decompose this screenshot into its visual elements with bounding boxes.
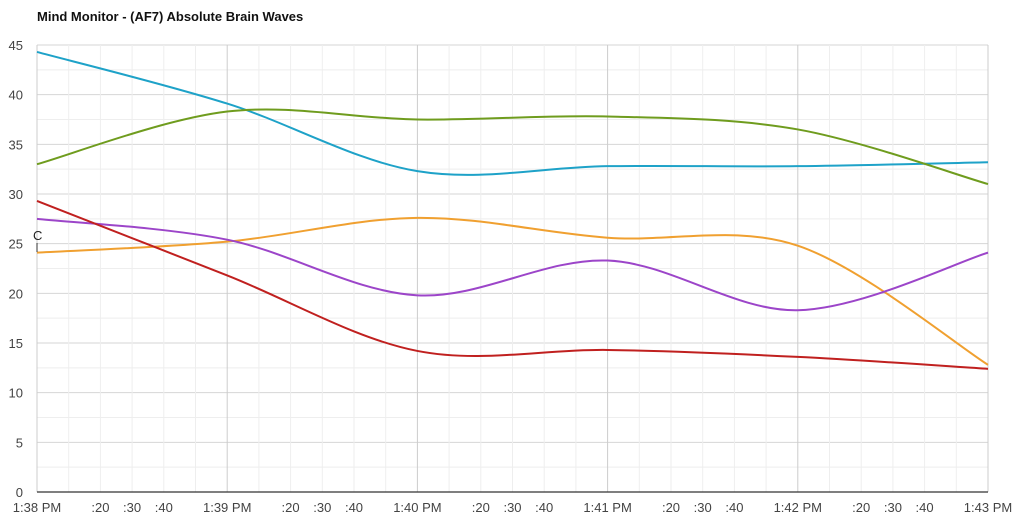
- x-tick-label: :20: [852, 500, 870, 515]
- x-tick-label: :40: [725, 500, 743, 515]
- x-tick-label: :40: [345, 500, 363, 515]
- y-tick-label: 30: [9, 187, 23, 202]
- annotation-label: C: [33, 228, 42, 243]
- x-tick-label: 1:42 PM: [774, 500, 822, 515]
- y-tick-label: 20: [9, 286, 23, 301]
- x-tick-label: :30: [884, 500, 902, 515]
- x-tick-label: 1:38 PM: [13, 500, 61, 515]
- y-tick-label: 25: [9, 237, 23, 252]
- y-tick-label: 5: [16, 435, 23, 450]
- series-line-orange: [36, 216, 989, 366]
- x-tick-label: :30: [694, 500, 712, 515]
- series-line-purple: [36, 217, 989, 312]
- series-line-blue: [36, 50, 989, 176]
- chart-title: Mind Monitor - (AF7) Absolute Brain Wave…: [37, 9, 304, 24]
- y-tick-label: 45: [9, 38, 23, 53]
- x-tick-label: 1:43 PM: [964, 500, 1012, 515]
- y-tick-label: 10: [9, 386, 23, 401]
- series-line-green: [36, 108, 989, 186]
- series-line-red: [36, 200, 989, 370]
- x-tick-label: :30: [123, 500, 141, 515]
- x-tick-label: 1:41 PM: [583, 500, 631, 515]
- x-tick-label: :40: [535, 500, 553, 515]
- x-tick-label: :40: [155, 500, 173, 515]
- y-tick-label: 15: [9, 336, 23, 351]
- y-tick-label: 0: [16, 485, 23, 500]
- x-tick-label: :40: [916, 500, 934, 515]
- x-tick-label: :30: [313, 500, 331, 515]
- x-tick-label: 1:40 PM: [393, 500, 441, 515]
- x-tick-label: :20: [282, 500, 300, 515]
- x-tick-label: :30: [503, 500, 521, 515]
- y-tick-label: 35: [9, 137, 23, 152]
- y-tick-label: 40: [9, 88, 23, 103]
- x-tick-label: 1:39 PM: [203, 500, 251, 515]
- x-tick-label: :20: [662, 500, 680, 515]
- x-tick-label: :20: [472, 500, 490, 515]
- x-tick-label: :20: [91, 500, 109, 515]
